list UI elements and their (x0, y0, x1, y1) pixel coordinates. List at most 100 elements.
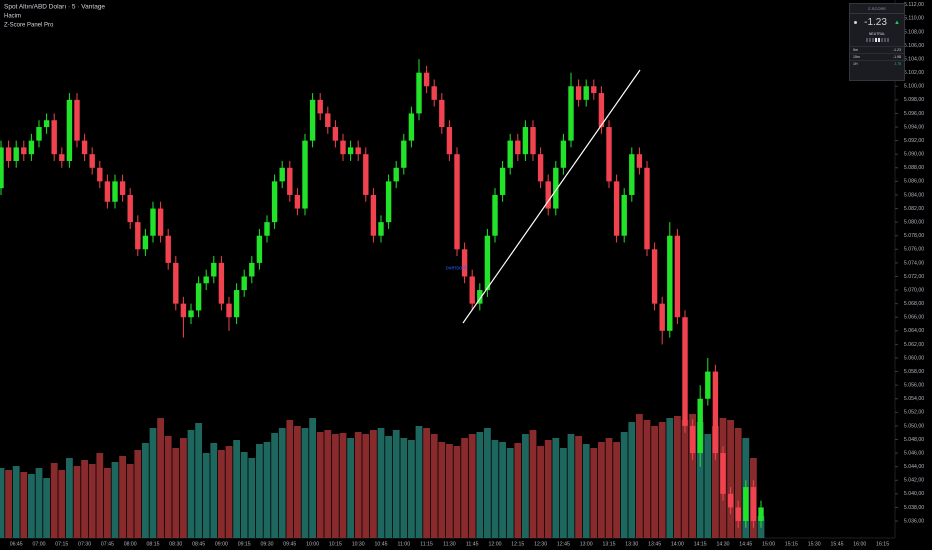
volume-bar (575, 436, 582, 538)
volume-bar (339, 433, 347, 538)
candle-body (150, 208, 156, 236)
volume-bar (164, 436, 172, 538)
row-value: 2.75 (894, 62, 901, 66)
volume-bar (35, 468, 43, 538)
volume-bar (704, 434, 712, 538)
volume-bar (651, 426, 658, 538)
candle-body (271, 181, 278, 223)
candle-body (431, 86, 437, 100)
volume-bar (408, 440, 415, 538)
row-label: 1H (853, 62, 858, 66)
volume-bar (88, 464, 96, 538)
candle-body (347, 147, 354, 155)
volume-bar (423, 428, 430, 538)
volume-bar (240, 452, 248, 538)
x-tick-label: 08:30 (169, 541, 182, 547)
y-tick-label: 5.060,00 (904, 355, 924, 361)
x-tick-label: 08:00 (124, 541, 137, 547)
y-tick-label: 5.062,00 (904, 342, 924, 348)
volume-bar (430, 434, 438, 538)
volume-bar (491, 440, 499, 538)
volume-bar (96, 453, 104, 538)
panel-row: 1H 2.75 (850, 60, 904, 67)
y-tick-label: 5.036,00 (904, 518, 924, 524)
candle-body (758, 507, 764, 522)
y-tick-label: 5.096,00 (904, 111, 924, 117)
panel-row: 15m -1.98 (850, 53, 904, 60)
volume-bar (309, 418, 316, 538)
candle-body (317, 99, 323, 114)
y-tick-label: 5.040,00 (904, 491, 924, 497)
volume-bar (248, 458, 256, 538)
candle-body (568, 86, 574, 141)
candle-body (309, 99, 316, 141)
candle-body (81, 140, 88, 155)
volume-bar (294, 426, 301, 538)
volume-bar (415, 426, 423, 538)
x-tick-label: 12:45 (557, 541, 570, 547)
volume-bar (218, 450, 225, 538)
volume-bar (370, 430, 377, 538)
y-tick-label: 5.090,00 (904, 152, 924, 158)
volume-bar (50, 463, 58, 538)
x-tick-label: 07:30 (78, 541, 91, 547)
volume-bar (476, 432, 484, 538)
candle-body (682, 317, 688, 426)
volume-bar (278, 428, 286, 538)
candle-body (545, 181, 551, 209)
row-label: 15m (853, 55, 860, 59)
volume-bar (66, 458, 73, 538)
candle-body (461, 249, 468, 277)
x-tick-label: 14:45 (739, 541, 752, 547)
volume-bar (202, 453, 210, 538)
volume-bar (468, 434, 476, 538)
volume-bar (0, 468, 5, 538)
candle-body (104, 181, 111, 202)
y-tick-label: 5.092,00 (904, 138, 924, 144)
x-tick-label: 13:00 (580, 541, 593, 547)
volume-bar (636, 414, 643, 538)
y-tick-label: 5.046,00 (904, 450, 924, 456)
volume-bar (347, 438, 354, 538)
volume-bar (628, 422, 636, 538)
volume-bar (484, 428, 491, 538)
x-tick-label: 10:45 (375, 541, 388, 547)
candle-body (28, 140, 35, 155)
y-tick-label: 5.094,00 (904, 124, 924, 130)
volume-bar (605, 438, 613, 538)
x-tick-label: 07:15 (55, 541, 68, 547)
y-tick-label: 5.100,00 (904, 84, 924, 90)
volume-bar (58, 470, 66, 538)
volume-bar (316, 432, 324, 538)
candle-body (446, 127, 453, 155)
panel-state: NEUTRAL (868, 32, 886, 36)
volume-bar (643, 420, 651, 538)
y-tick-label: 5.080,00 (904, 220, 924, 226)
volume-bar (446, 444, 453, 538)
x-tick-label: 11:45 (466, 541, 479, 547)
candle-body (340, 140, 346, 155)
candle-body (659, 303, 665, 331)
volume-bar (81, 460, 88, 538)
volume-bar (12, 466, 20, 538)
volume-bar (332, 434, 339, 538)
candle-body (636, 154, 643, 168)
candle-body (385, 181, 392, 223)
volume-bar (354, 432, 362, 538)
y-tick-label: 5.056,00 (904, 383, 924, 389)
x-tick-label: 07:45 (101, 541, 114, 547)
candle-body (157, 208, 164, 236)
y-tick-label: 5.048,00 (904, 437, 924, 443)
x-tick-label: 07:00 (33, 541, 46, 547)
candle-body (499, 167, 506, 195)
volume-bar (256, 444, 263, 538)
candle-body (477, 290, 483, 304)
y-tick-label: 5.054,00 (904, 396, 924, 402)
volume-bar (20, 472, 28, 538)
indicator-label: Hacim (4, 14, 21, 20)
volume-bar (187, 430, 195, 538)
candle-body (355, 147, 361, 155)
candle-body (553, 167, 559, 209)
